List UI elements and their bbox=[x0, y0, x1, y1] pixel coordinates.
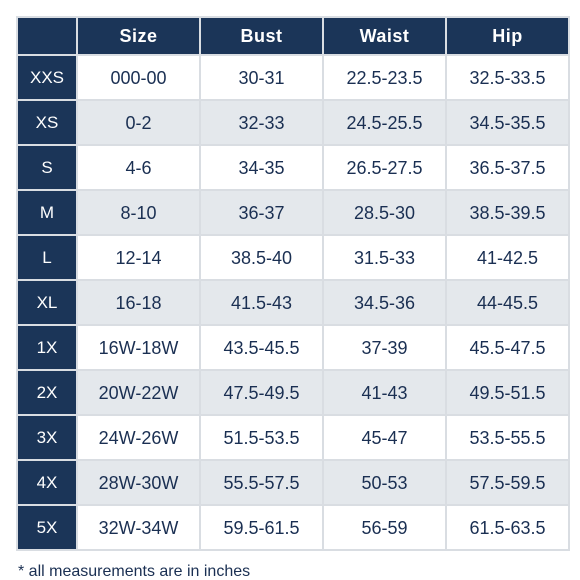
size-cell: 20W-22W bbox=[78, 371, 199, 414]
table-row: L 12-14 38.5-40 31.5-33 41-42.5 bbox=[18, 236, 568, 279]
table-row: 3X 24W-26W 51.5-53.5 45-47 53.5-55.5 bbox=[18, 416, 568, 459]
size-cell: 4-6 bbox=[78, 146, 199, 189]
size-cell: 000-00 bbox=[78, 56, 199, 99]
row-label: XXS bbox=[18, 56, 76, 99]
waist-cell: 31.5-33 bbox=[324, 236, 445, 279]
hip-cell: 45.5-47.5 bbox=[447, 326, 568, 369]
size-cell: 8-10 bbox=[78, 191, 199, 234]
size-cell: 12-14 bbox=[78, 236, 199, 279]
row-label: L bbox=[18, 236, 76, 279]
waist-cell: 34.5-36 bbox=[324, 281, 445, 324]
header-row: Size Bust Waist Hip bbox=[18, 18, 568, 54]
waist-cell: 37-39 bbox=[324, 326, 445, 369]
size-cell: 0-2 bbox=[78, 101, 199, 144]
waist-cell: 26.5-27.5 bbox=[324, 146, 445, 189]
size-cell: 32W-34W bbox=[78, 506, 199, 549]
row-label: XL bbox=[18, 281, 76, 324]
waist-cell: 28.5-30 bbox=[324, 191, 445, 234]
hip-cell: 41-42.5 bbox=[447, 236, 568, 279]
table-row: M 8-10 36-37 28.5-30 38.5-39.5 bbox=[18, 191, 568, 234]
header-hip: Hip bbox=[447, 18, 568, 54]
table-row: S 4-6 34-35 26.5-27.5 36.5-37.5 bbox=[18, 146, 568, 189]
hip-cell: 61.5-63.5 bbox=[447, 506, 568, 549]
waist-cell: 41-43 bbox=[324, 371, 445, 414]
bust-cell: 51.5-53.5 bbox=[201, 416, 322, 459]
bust-cell: 30-31 bbox=[201, 56, 322, 99]
hip-cell: 44-45.5 bbox=[447, 281, 568, 324]
table-row: 5X 32W-34W 59.5-61.5 56-59 61.5-63.5 bbox=[18, 506, 568, 549]
header-size: Size bbox=[78, 18, 199, 54]
bust-cell: 47.5-49.5 bbox=[201, 371, 322, 414]
size-cell: 16-18 bbox=[78, 281, 199, 324]
row-label: 4X bbox=[18, 461, 76, 504]
measurement-footnote: * all measurements are in inches bbox=[18, 563, 251, 580]
row-label: XS bbox=[18, 101, 76, 144]
bust-cell: 34-35 bbox=[201, 146, 322, 189]
row-label: 3X bbox=[18, 416, 76, 459]
bust-cell: 43.5-45.5 bbox=[201, 326, 322, 369]
waist-cell: 22.5-23.5 bbox=[324, 56, 445, 99]
table-row: XXS 000-00 30-31 22.5-23.5 32.5-33.5 bbox=[18, 56, 568, 99]
row-label: S bbox=[18, 146, 76, 189]
size-cell: 24W-26W bbox=[78, 416, 199, 459]
table-row: 2X 20W-22W 47.5-49.5 41-43 49.5-51.5 bbox=[18, 371, 568, 414]
hip-cell: 34.5-35.5 bbox=[447, 101, 568, 144]
waist-cell: 50-53 bbox=[324, 461, 445, 504]
hip-cell: 49.5-51.5 bbox=[447, 371, 568, 414]
bust-cell: 36-37 bbox=[201, 191, 322, 234]
row-label: 1X bbox=[18, 326, 76, 369]
hip-cell: 36.5-37.5 bbox=[447, 146, 568, 189]
row-label: 5X bbox=[18, 506, 76, 549]
size-cell: 16W-18W bbox=[78, 326, 199, 369]
waist-cell: 56-59 bbox=[324, 506, 445, 549]
bust-cell: 41.5-43 bbox=[201, 281, 322, 324]
table-row: 4X 28W-30W 55.5-57.5 50-53 57.5-59.5 bbox=[18, 461, 568, 504]
header-corner-cell bbox=[18, 18, 76, 54]
waist-cell: 24.5-25.5 bbox=[324, 101, 445, 144]
size-chart-table: Size Bust Waist Hip XXS 000-00 30-31 22.… bbox=[16, 16, 570, 551]
header-waist: Waist bbox=[324, 18, 445, 54]
bust-cell: 59.5-61.5 bbox=[201, 506, 322, 549]
table-row: XS 0-2 32-33 24.5-25.5 34.5-35.5 bbox=[18, 101, 568, 144]
hip-cell: 53.5-55.5 bbox=[447, 416, 568, 459]
header-bust: Bust bbox=[201, 18, 322, 54]
bust-cell: 32-33 bbox=[201, 101, 322, 144]
row-label: 2X bbox=[18, 371, 76, 414]
table-row: XL 16-18 41.5-43 34.5-36 44-45.5 bbox=[18, 281, 568, 324]
hip-cell: 38.5-39.5 bbox=[447, 191, 568, 234]
bust-cell: 38.5-40 bbox=[201, 236, 322, 279]
row-label: M bbox=[18, 191, 76, 234]
size-cell: 28W-30W bbox=[78, 461, 199, 504]
waist-cell: 45-47 bbox=[324, 416, 445, 459]
hip-cell: 32.5-33.5 bbox=[447, 56, 568, 99]
table-row: 1X 16W-18W 43.5-45.5 37-39 45.5-47.5 bbox=[18, 326, 568, 369]
bust-cell: 55.5-57.5 bbox=[201, 461, 322, 504]
hip-cell: 57.5-59.5 bbox=[447, 461, 568, 504]
